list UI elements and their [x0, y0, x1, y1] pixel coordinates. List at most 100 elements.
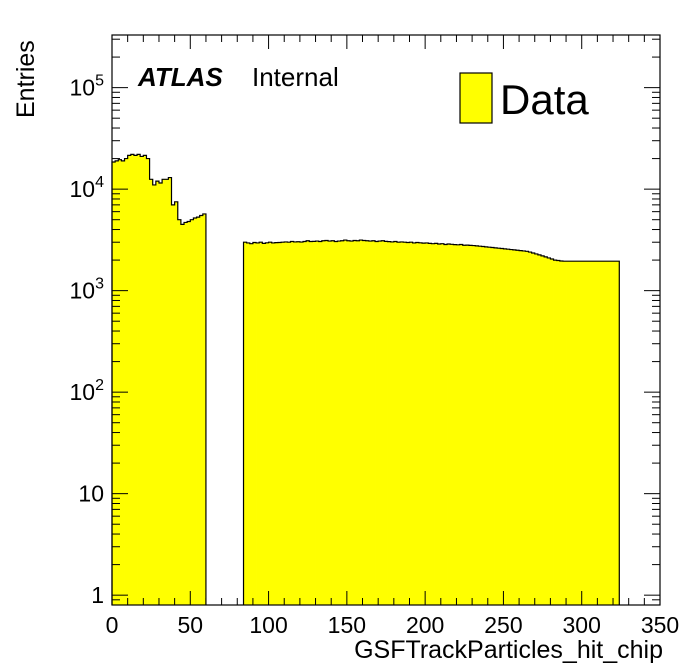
histogram-bar	[381, 240, 385, 605]
histogram-bar	[534, 253, 539, 605]
histogram-bar	[196, 217, 201, 605]
histogram-bar	[130, 154, 135, 605]
histogram-bar	[158, 182, 163, 606]
histogram-bar	[494, 247, 498, 605]
histogram-bar	[309, 241, 313, 606]
histogram-bar	[553, 260, 558, 605]
histogram-bar	[177, 219, 182, 605]
histogram-bar	[184, 222, 188, 606]
histogram-outline-1	[242, 239, 620, 605]
histogram-bar	[418, 242, 423, 605]
histogram-bar	[340, 240, 345, 605]
histogram-bar	[550, 259, 554, 605]
histogram-bar	[299, 242, 304, 605]
x-axis-title: GSFTrackParticles_hit_chip	[354, 636, 663, 664]
histogram-bar	[490, 247, 495, 605]
histogram-bar	[387, 241, 392, 605]
histogram-bar	[321, 240, 326, 605]
histogram-bar	[437, 244, 442, 605]
histogram-bar	[143, 155, 147, 605]
histogram-bar	[584, 261, 589, 605]
y-tick-label: 10	[78, 481, 104, 507]
histogram-bar	[562, 261, 567, 605]
histogram-bar	[252, 242, 257, 605]
histogram-bar	[531, 252, 536, 606]
y-tick-label: 105	[70, 73, 105, 101]
histogram-bar	[202, 213, 207, 606]
histogram-bar	[359, 240, 363, 605]
histogram-bar	[500, 248, 504, 605]
histogram-bar	[390, 241, 395, 606]
histogram-bar	[456, 244, 460, 606]
histogram-bar	[287, 242, 291, 605]
histogram-bar	[124, 158, 129, 605]
histogram-bar	[450, 244, 454, 605]
y-tick-label: 103	[70, 276, 105, 304]
histogram-bar	[246, 242, 251, 605]
histogram-bar	[334, 241, 338, 606]
histogram-bar	[152, 184, 157, 605]
histogram-bar	[581, 261, 586, 605]
histogram-bar	[475, 245, 479, 605]
histogram-bar	[415, 242, 420, 605]
x-tick-label: 300	[563, 612, 601, 638]
histogram-bar	[306, 240, 310, 605]
x-tick-label: 350	[641, 612, 679, 638]
histogram-bar	[484, 246, 489, 606]
legend-label: Data	[500, 76, 589, 123]
histogram-bar	[519, 250, 523, 606]
histogram-bar	[140, 156, 144, 605]
histogram-bar	[180, 224, 185, 605]
x-tick-label: 250	[484, 612, 522, 638]
histogram-bar	[544, 256, 548, 605]
histogram-bar	[506, 249, 511, 605]
histogram-bar	[594, 261, 598, 605]
histogram-bar	[515, 250, 520, 605]
histogram-bar	[481, 246, 486, 605]
histogram-bar	[556, 260, 561, 605]
histogram-bar	[522, 250, 526, 605]
axis-ticks	[111, 35, 661, 606]
histogram-bar	[281, 242, 285, 605]
histogram-bar	[440, 243, 445, 605]
histogram-bar	[603, 261, 608, 605]
histogram-bar	[349, 241, 354, 606]
histogram-bar	[259, 242, 263, 605]
histogram-bar	[277, 242, 282, 605]
histogram-bar	[425, 242, 429, 605]
y-tick-label: 1	[91, 582, 104, 608]
histogram-bar	[412, 242, 417, 605]
histogram-bar	[328, 241, 332, 606]
histogram-bar	[337, 241, 341, 606]
histogram-bar	[187, 221, 191, 606]
histogram-bar	[353, 240, 357, 606]
histogram-bar	[541, 255, 545, 605]
histogram-bar	[318, 241, 323, 606]
histogram-bar	[268, 242, 273, 605]
histogram-bar	[127, 155, 132, 605]
histogram-bar	[368, 241, 373, 606]
histogram-bar	[121, 160, 125, 605]
histogram-bar	[525, 251, 529, 605]
x-tick-label: 200	[406, 612, 444, 638]
histogram-bar	[575, 261, 579, 605]
histogram-bar	[528, 252, 533, 606]
histogram-bar	[149, 179, 154, 606]
histogram-bars	[111, 153, 620, 606]
x-tick-label: 100	[249, 612, 287, 638]
histogram-bar	[587, 261, 592, 605]
histogram-bar	[509, 249, 514, 606]
histogram-bar	[249, 243, 254, 605]
histogram-bar	[171, 204, 176, 606]
histogram-bar	[343, 240, 348, 605]
histogram-bar	[346, 240, 351, 605]
histogram-bar	[262, 243, 266, 605]
histogram-bar	[447, 244, 451, 605]
axis-tick-labels: 0 50 100 150 200 250 300 350 1 10 102 103 104 105	[70, 73, 680, 638]
histogram-bar	[443, 244, 448, 606]
histogram-bar	[613, 261, 617, 605]
histogram-bar	[497, 248, 501, 605]
histogram-bar	[468, 245, 473, 605]
histogram-bar	[243, 242, 248, 605]
